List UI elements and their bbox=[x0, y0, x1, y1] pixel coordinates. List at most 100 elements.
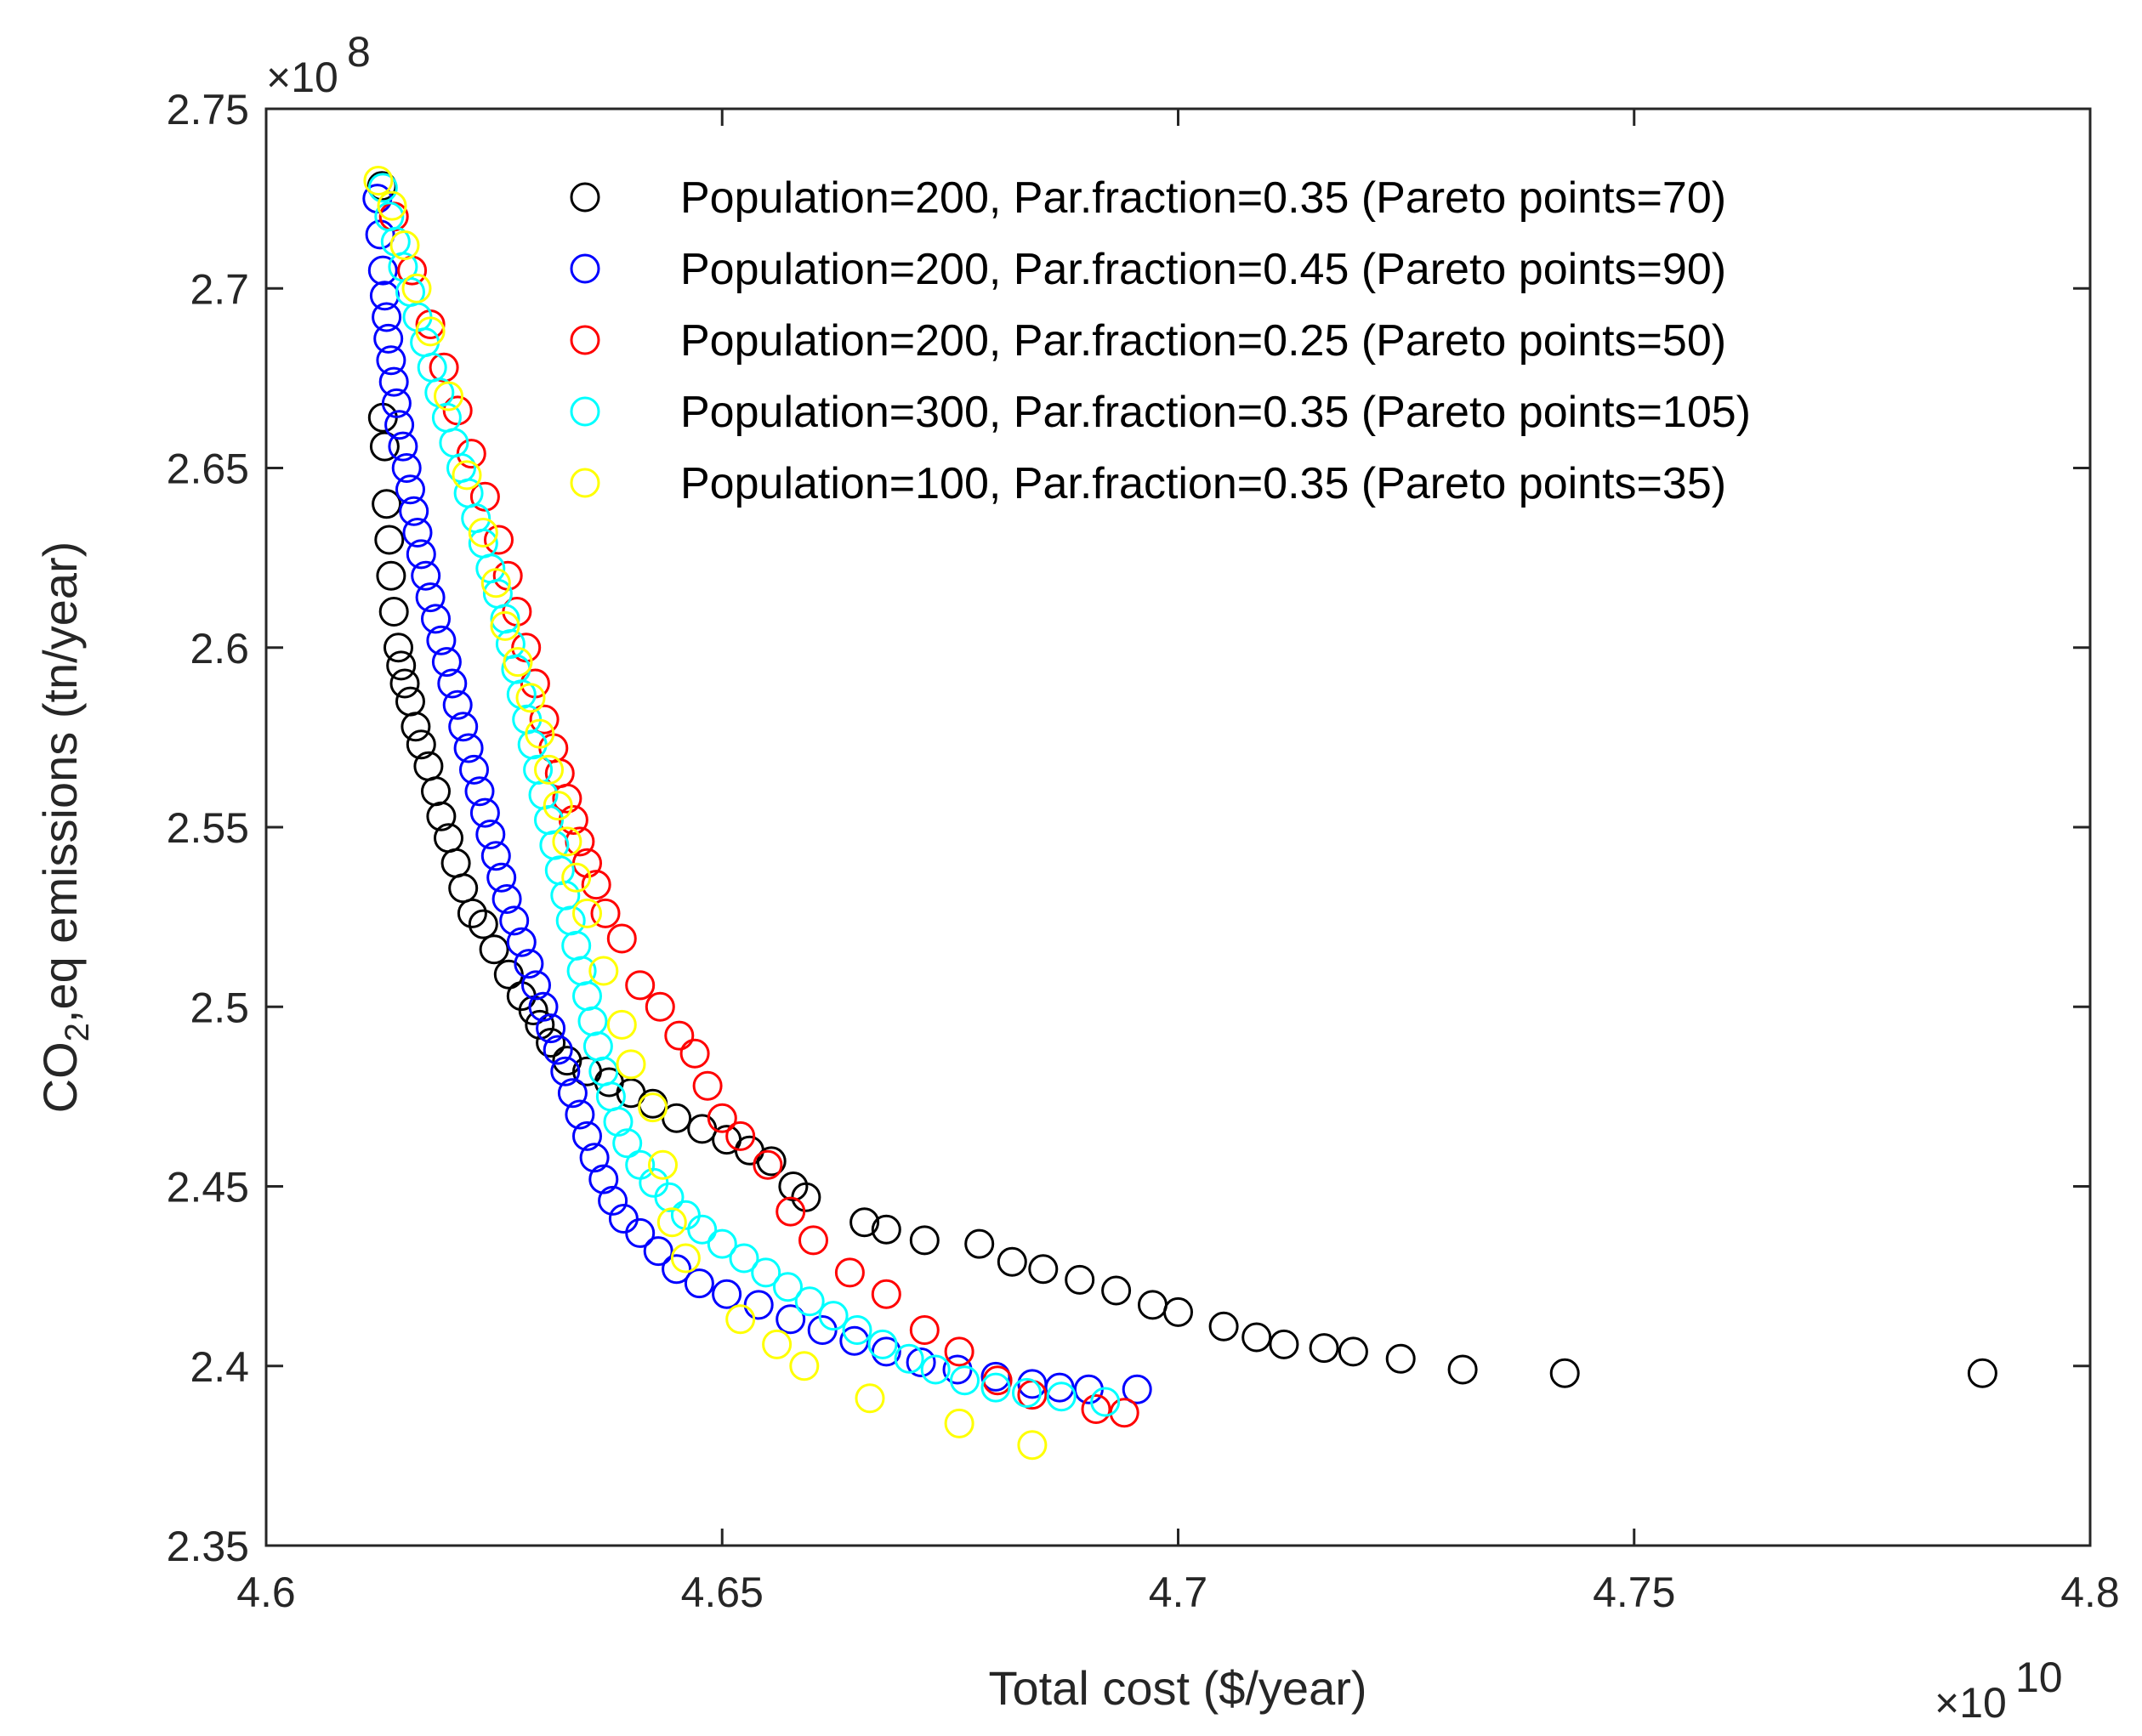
series-5-point-9 bbox=[480, 568, 511, 599]
series-1-point-5 bbox=[374, 525, 405, 555]
series-5-point-18 bbox=[572, 898, 602, 928]
series-2-point-6 bbox=[373, 323, 404, 354]
series-2-point-33 bbox=[499, 905, 530, 936]
series-2-point-34 bbox=[506, 927, 537, 957]
series-4-point-59 bbox=[1090, 1387, 1121, 1417]
series-2-point-29 bbox=[475, 820, 506, 849]
series-4-point-1 bbox=[367, 173, 398, 203]
series-1-point-13 bbox=[406, 729, 436, 760]
series-2-point-46 bbox=[598, 1185, 628, 1216]
series-4-point-57 bbox=[1012, 1377, 1042, 1408]
series-1-point-10 bbox=[389, 668, 420, 699]
y-tick-label-9: 2.75 bbox=[167, 86, 249, 133]
series-2-point-18 bbox=[415, 582, 446, 613]
series-1-point-7 bbox=[378, 597, 409, 627]
series-4-point-53 bbox=[894, 1343, 924, 1374]
series-1-point-43 bbox=[964, 1228, 995, 1259]
series-5 bbox=[363, 166, 1048, 1461]
x-axis-multiplier: ×10 10 bbox=[1935, 1654, 2063, 1727]
series-4-point-45 bbox=[707, 1228, 737, 1259]
series-2-point-28 bbox=[469, 797, 500, 828]
series-3-point-16 bbox=[552, 783, 582, 814]
series-2-point-41 bbox=[557, 1078, 588, 1109]
series-2-point-24 bbox=[448, 712, 479, 742]
series-5-point-11 bbox=[503, 647, 533, 678]
series-5-point-10 bbox=[490, 610, 520, 641]
series-1-point-41 bbox=[871, 1214, 901, 1245]
legend-entry-5: Population=100, Par.fraction=0.35 (Paret… bbox=[570, 459, 1726, 508]
series-3-point-23 bbox=[625, 970, 656, 1001]
y-tick-label-4: 2.5 bbox=[190, 984, 249, 1031]
series-4-point-58 bbox=[1046, 1381, 1077, 1412]
series-1-point-53 bbox=[1309, 1333, 1339, 1364]
series-4-point-55 bbox=[950, 1365, 980, 1396]
series-4-point-46 bbox=[729, 1243, 759, 1274]
series-1-point-6 bbox=[376, 560, 406, 591]
y-tick-label-8: 2.7 bbox=[190, 265, 249, 313]
series-2-point-58 bbox=[906, 1347, 936, 1377]
series-2-point-26 bbox=[459, 754, 489, 785]
series-1-point-57 bbox=[1549, 1358, 1580, 1388]
series-2-point-3 bbox=[367, 255, 398, 286]
y-multiplier-exp: 8 bbox=[347, 28, 371, 76]
legend-entry-3: Population=200, Par.fraction=0.25 (Paret… bbox=[570, 316, 1726, 366]
series-2-point-17 bbox=[411, 560, 441, 591]
series-2-point-39 bbox=[543, 1035, 573, 1065]
x-multiplier-exp: 10 bbox=[2015, 1654, 2063, 1701]
series-3-point-36 bbox=[944, 1336, 974, 1367]
series-1-point-3 bbox=[369, 431, 400, 462]
series-1-point-58 bbox=[1967, 1358, 1997, 1388]
legend-entry-2: Population=200, Par.fraction=0.45 (Paret… bbox=[570, 245, 1726, 294]
series-1-point-21 bbox=[468, 909, 498, 939]
y-tick-label-5: 2.55 bbox=[167, 804, 249, 852]
series-5-point-16 bbox=[552, 826, 582, 857]
series-1-point-22 bbox=[479, 934, 509, 965]
series-2-point-8 bbox=[378, 366, 409, 397]
legend-label-4: Population=300, Par.fraction=0.35 (Paret… bbox=[680, 388, 1751, 437]
series-3-point-29 bbox=[725, 1120, 756, 1151]
series-5-point-22 bbox=[638, 1092, 668, 1123]
series-2-point-50 bbox=[662, 1254, 692, 1285]
series-1-point-12 bbox=[401, 712, 431, 742]
series-1-point-51 bbox=[1241, 1322, 1272, 1353]
series-4-point-47 bbox=[751, 1257, 781, 1288]
series-2-point-48 bbox=[625, 1217, 656, 1248]
series-2-point-25 bbox=[453, 733, 484, 763]
series-2-point-51 bbox=[684, 1268, 714, 1299]
series-3-point-24 bbox=[645, 991, 675, 1022]
y-tick-label-2: 2.4 bbox=[190, 1343, 249, 1391]
series-4-point-50 bbox=[818, 1301, 849, 1331]
series-4-point-51 bbox=[842, 1315, 872, 1345]
series-3-point-7 bbox=[469, 481, 500, 512]
y-axis-multiplier: ×10 8 bbox=[266, 28, 371, 101]
y-multiplier-base: ×10 bbox=[266, 54, 338, 101]
legend-label-3: Population=200, Par.fraction=0.25 (Paret… bbox=[680, 316, 1726, 366]
series-2-point-37 bbox=[528, 991, 559, 1022]
legend-marker-2 bbox=[570, 253, 600, 284]
series-1-point-52 bbox=[1269, 1329, 1299, 1359]
x-tick-label-5: 4.8 bbox=[2060, 1569, 2120, 1616]
legend-entry-1: Population=200, Par.fraction=0.35 (Paret… bbox=[570, 173, 1726, 223]
series-2-point-43 bbox=[572, 1120, 602, 1151]
y-label-main: CO bbox=[33, 1041, 87, 1113]
points-layer bbox=[362, 166, 1997, 1461]
legend-marker-1 bbox=[570, 182, 600, 213]
series-2-point-40 bbox=[550, 1056, 581, 1086]
series-1-point-55 bbox=[1385, 1343, 1416, 1374]
series-1-point-40 bbox=[849, 1207, 880, 1238]
series-2-point-38 bbox=[536, 1013, 566, 1044]
series-1-point-27 bbox=[536, 1028, 566, 1058]
x-axis-label: Total cost ($/year) bbox=[988, 1661, 1366, 1715]
series-1-point-56 bbox=[1447, 1354, 1478, 1385]
series-5-point-28 bbox=[789, 1351, 820, 1381]
series-4-point-52 bbox=[867, 1329, 898, 1359]
series-2 bbox=[362, 184, 1152, 1404]
series-5-point-31 bbox=[1017, 1430, 1048, 1461]
series-5-point-15 bbox=[543, 791, 573, 821]
series-2-point-14 bbox=[399, 496, 429, 526]
series-5-point-13 bbox=[525, 718, 555, 749]
series-5-point-1 bbox=[363, 166, 394, 196]
series-2-point-12 bbox=[391, 453, 422, 483]
legend-label-2: Population=200, Par.fraction=0.45 (Paret… bbox=[680, 245, 1726, 294]
legend: Population=200, Par.fraction=0.35 (Paret… bbox=[570, 173, 1751, 508]
